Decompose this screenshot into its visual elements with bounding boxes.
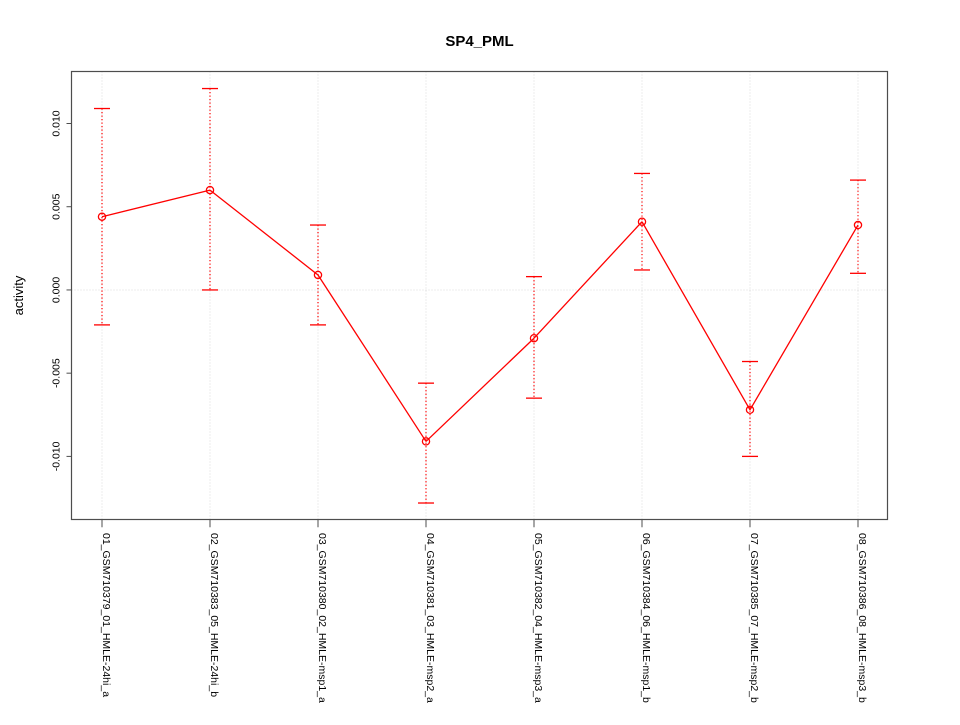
svg-text:0.005: 0.005 [51,193,63,219]
svg-text:-0.010: -0.010 [51,441,63,471]
svg-text:01_GSM710379_01_HMLE-24hi_a: 01_GSM710379_01_HMLE-24hi_a [100,533,112,697]
svg-text:06_GSM710384_06_HMLE-msp1_b: 06_GSM710384_06_HMLE-msp1_b [640,533,652,703]
svg-text:0.000: 0.000 [51,277,63,303]
svg-text:0.010: 0.010 [51,110,63,136]
svg-text:SP4_PML: SP4_PML [445,33,513,50]
svg-text:03_GSM710380_02_HMLE-msp1_a: 03_GSM710380_02_HMLE-msp1_a [316,533,328,703]
svg-text:07_GSM710385_07_HMLE-msp2_b: 07_GSM710385_07_HMLE-msp2_b [748,533,760,703]
svg-text:activity: activity [11,275,26,315]
svg-text:08_GSM710386_08_HMLE-msp3_b: 08_GSM710386_08_HMLE-msp3_b [856,533,868,703]
svg-text:-0.005: -0.005 [51,358,63,388]
svg-text:05_GSM710382_04_HMLE-msp3_a: 05_GSM710382_04_HMLE-msp3_a [532,533,544,703]
svg-text:02_GSM710383_05_HMLE-24hi_b: 02_GSM710383_05_HMLE-24hi_b [208,533,220,697]
svg-text:04_GSM710381_03_HMLE-msp2_a: 04_GSM710381_03_HMLE-msp2_a [424,533,436,703]
